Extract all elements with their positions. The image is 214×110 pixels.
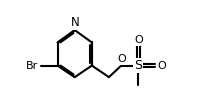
Text: S: S [134,59,142,72]
Text: N: N [70,16,79,29]
Text: O: O [157,61,166,71]
Text: O: O [134,35,143,45]
Text: Br: Br [26,61,38,71]
Text: O: O [117,54,126,64]
